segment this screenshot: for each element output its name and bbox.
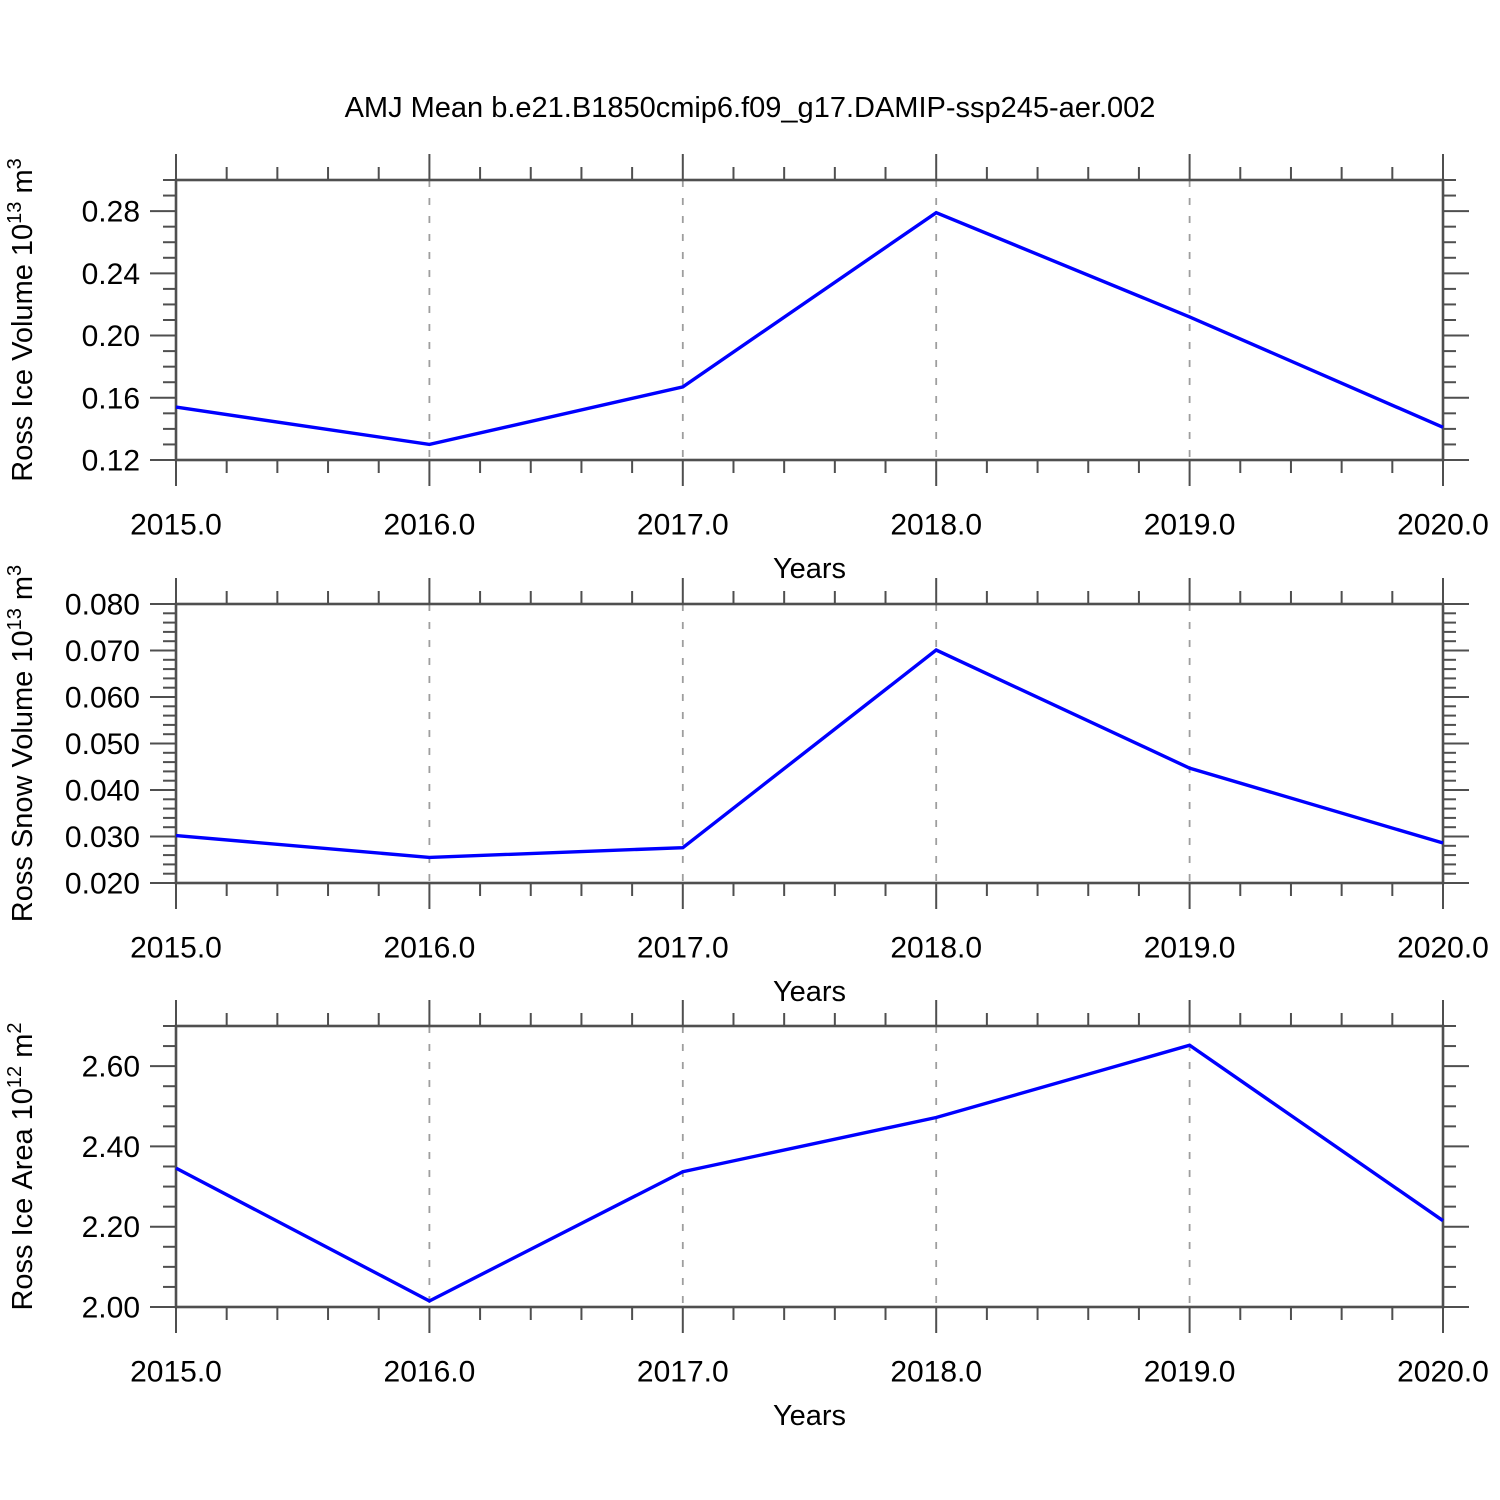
panel-ross-ice-area: 2.00 2.20 2.40 2.60 2015.0 2016.0 2017.0 2018.0… bbox=[4, 1000, 1489, 1432]
x-tick-label: 2019.0 bbox=[1144, 932, 1236, 965]
x-tick-label: 2015.0 bbox=[130, 509, 222, 542]
panel-ross-snow-volume: 0.020 0.030 0.040 0.050 0.060 0.070 0.080 2015.… bbox=[4, 565, 1489, 1008]
y-tick-label: 0.24 bbox=[82, 258, 140, 291]
x-tick-label: 2016.0 bbox=[384, 509, 476, 542]
y-tick-label: 0.020 bbox=[65, 868, 140, 901]
x-tick-label: 2018.0 bbox=[890, 1356, 982, 1389]
x-axis-title: Years bbox=[773, 553, 846, 585]
chart-title: AMJ Mean b.e21.B1850cmip6.f09_g17.DAMIP-… bbox=[344, 92, 1156, 124]
x-tick-label: 2016.0 bbox=[384, 932, 476, 965]
y-tick-label: 0.060 bbox=[65, 682, 140, 715]
x-tick-label: 2018.0 bbox=[890, 932, 982, 965]
x-axis-title: Years bbox=[773, 976, 846, 1008]
y-tick-label: 2.60 bbox=[82, 1051, 140, 1084]
x-tick-label: 2015.0 bbox=[130, 1356, 222, 1389]
y-tick-label: 2.20 bbox=[82, 1211, 140, 1244]
y-tick-label: 0.080 bbox=[65, 589, 140, 622]
x-tick-label: 2016.0 bbox=[384, 1356, 476, 1389]
plot-frame bbox=[174, 1024, 1445, 1309]
y-tick-label: 0.28 bbox=[82, 196, 140, 229]
y-tick-label: 0.070 bbox=[65, 635, 140, 668]
x-tick-label: 2019.0 bbox=[1144, 509, 1236, 542]
x-tick-label: 2019.0 bbox=[1144, 1356, 1236, 1389]
y-tick-label: 0.20 bbox=[82, 320, 140, 353]
y-tick-label: 0.16 bbox=[82, 382, 140, 415]
data-line bbox=[175, 1043, 1444, 1303]
plot-frame bbox=[174, 178, 1445, 462]
x-tick-label: 2018.0 bbox=[890, 509, 982, 542]
y-tick-label: 2.00 bbox=[82, 1292, 140, 1325]
x-tick-label: 2020.0 bbox=[1397, 932, 1489, 965]
y-axis-title: Ross Ice Area 1012 m2 bbox=[4, 1022, 39, 1310]
y-tick-label: 0.040 bbox=[65, 775, 140, 808]
y-axis-title: Ross Snow Volume 1013 m3 bbox=[4, 565, 39, 922]
x-tick-label: 2020.0 bbox=[1397, 1356, 1489, 1389]
y-tick-label: 0.050 bbox=[65, 728, 140, 761]
x-tick-label: 2020.0 bbox=[1397, 509, 1489, 542]
x-axis-title: Years bbox=[773, 1400, 846, 1432]
x-tick-label: 2017.0 bbox=[637, 509, 729, 542]
y-axis-title: Ross Ice Volume 1013 m3 bbox=[4, 158, 39, 482]
y-tick-label: 2.40 bbox=[82, 1131, 140, 1164]
x-tick-label: 2017.0 bbox=[637, 932, 729, 965]
panel-ross-ice-volume: 0.12 0.16 0.20 0.24 0.28 2015.0 2016.0 2017.0 20… bbox=[4, 154, 1489, 585]
y-tick-label: 0.030 bbox=[65, 821, 140, 854]
x-tick-label: 2015.0 bbox=[130, 932, 222, 965]
y-tick-label: 0.12 bbox=[82, 445, 140, 478]
plot-frame bbox=[174, 602, 1445, 885]
x-tick-label: 2017.0 bbox=[637, 1356, 729, 1389]
data-line bbox=[175, 648, 1444, 860]
data-line bbox=[175, 210, 1444, 447]
